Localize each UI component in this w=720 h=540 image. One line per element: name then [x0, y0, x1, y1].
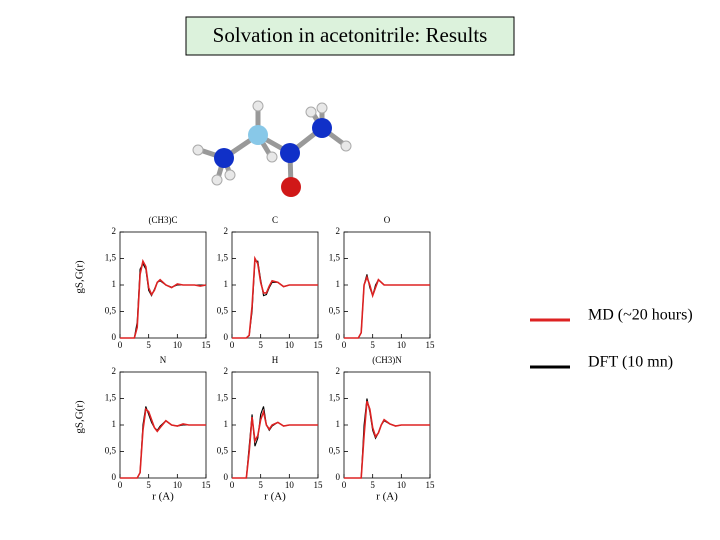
y-tick-label: 1,5 — [329, 393, 341, 403]
x-tick-label: 0 — [230, 340, 235, 350]
y-tick-label: 2 — [112, 366, 117, 376]
panel-title: (CH3)C — [149, 215, 178, 225]
y-tick-label: 0 — [336, 472, 341, 482]
y-tick-label: 1,5 — [217, 393, 229, 403]
y-tick-label: 0,5 — [329, 446, 341, 456]
x-tick-label: 0 — [342, 340, 347, 350]
x-tick-label: 0 — [118, 480, 123, 490]
y-tick-label: 0,5 — [329, 306, 341, 316]
x-tick-label: 0 — [342, 480, 347, 490]
x-tick-label: 10 — [285, 480, 295, 490]
x-tick-label: 0 — [230, 480, 235, 490]
x-axis-label: r (A) — [152, 491, 174, 503]
nitrogen-atom — [312, 118, 332, 138]
nitrogen-atom — [214, 148, 234, 168]
data-line — [120, 258, 207, 339]
y-tick-label: 0,5 — [105, 446, 117, 456]
data-line — [120, 406, 206, 479]
legend-label: DFT (10 mn) — [588, 354, 673, 371]
y-tick-label: 1,5 — [105, 253, 117, 263]
x-tick-label: 10 — [173, 480, 183, 490]
y-tick-label: 1,5 — [217, 253, 229, 263]
y-tick-label: 0 — [112, 472, 117, 482]
x-tick-label: 15 — [426, 340, 436, 350]
y-tick-label: 2 — [336, 366, 341, 376]
y-tick-label: 2 — [224, 366, 229, 376]
y-tick-label: 2 — [224, 226, 229, 236]
y-tick-label: 1 — [224, 279, 229, 289]
x-tick-label: 15 — [426, 480, 436, 490]
y-tick-label: 0 — [112, 332, 117, 342]
y-tick-label: 2 — [336, 226, 341, 236]
panel-title: C — [272, 215, 278, 225]
nitrogen-atom — [280, 143, 300, 163]
slide-title: Solvation in acetonitrile: Results — [213, 23, 488, 47]
y-tick-label: 0 — [224, 332, 229, 342]
x-tick-label: 5 — [146, 480, 151, 490]
legend-label: MD (~20 hours) — [588, 307, 693, 324]
oxygen-atom — [281, 177, 301, 197]
y-tick-label: 0 — [336, 332, 341, 342]
y-tick-label: 1,5 — [329, 253, 341, 263]
hydrogens — [192, 100, 352, 186]
data-line — [232, 406, 318, 479]
x-tick-label: 15 — [202, 340, 212, 350]
y-tick-label: 1 — [112, 279, 117, 289]
x-tick-label: 15 — [202, 480, 212, 490]
y-tick-label: 0,5 — [217, 306, 229, 316]
y-tick-label: 1,5 — [105, 393, 117, 403]
x-tick-label: 5 — [370, 480, 375, 490]
x-tick-label: 5 — [146, 340, 151, 350]
y-tick-label: 1 — [336, 419, 341, 429]
x-tick-label: 0 — [118, 340, 123, 350]
panel-title: O — [384, 215, 391, 225]
panel-title: N — [160, 355, 167, 365]
x-tick-label: 5 — [258, 340, 263, 350]
x-tick-label: 5 — [258, 480, 263, 490]
y-tick-label: 1 — [224, 419, 229, 429]
x-tick-label: 15 — [314, 340, 324, 350]
x-axis-label: r (A) — [376, 491, 398, 503]
data-line — [120, 262, 206, 339]
x-tick-label: 10 — [397, 480, 407, 490]
x-tick-label: 15 — [314, 480, 324, 490]
legend: MD (~20 hours) DFT (10 mn) — [530, 307, 693, 371]
y-tick-label: 1 — [336, 279, 341, 289]
data-line — [344, 274, 430, 339]
y-axis-label: gS,G(r) — [74, 260, 86, 294]
x-tick-label: 5 — [370, 340, 375, 350]
y-tick-label: 0,5 — [217, 446, 229, 456]
title-box — [185, 16, 515, 56]
data-line — [232, 255, 318, 339]
x-axis-label: r (A) — [264, 491, 286, 503]
data-line — [344, 274, 430, 339]
data-line — [232, 408, 318, 479]
x-tick-label: 10 — [285, 340, 295, 350]
x-tick-label: 10 — [173, 340, 183, 350]
data-line — [344, 398, 430, 479]
y-tick-label: 0,5 — [105, 306, 117, 316]
y-tick-label: 1 — [112, 419, 117, 429]
panel-title: H — [272, 355, 279, 365]
y-axis-label: gS,G(r) — [74, 400, 86, 434]
y-tick-label: 2 — [112, 226, 117, 236]
y-tick-label: 0 — [224, 472, 229, 482]
data-line — [232, 260, 318, 339]
molecule — [192, 100, 352, 197]
panel-title: (CH3)N — [372, 355, 402, 365]
data-line — [120, 407, 206, 479]
data-line — [344, 400, 430, 479]
carbon-atom — [248, 125, 268, 145]
x-tick-label: 10 — [397, 340, 407, 350]
